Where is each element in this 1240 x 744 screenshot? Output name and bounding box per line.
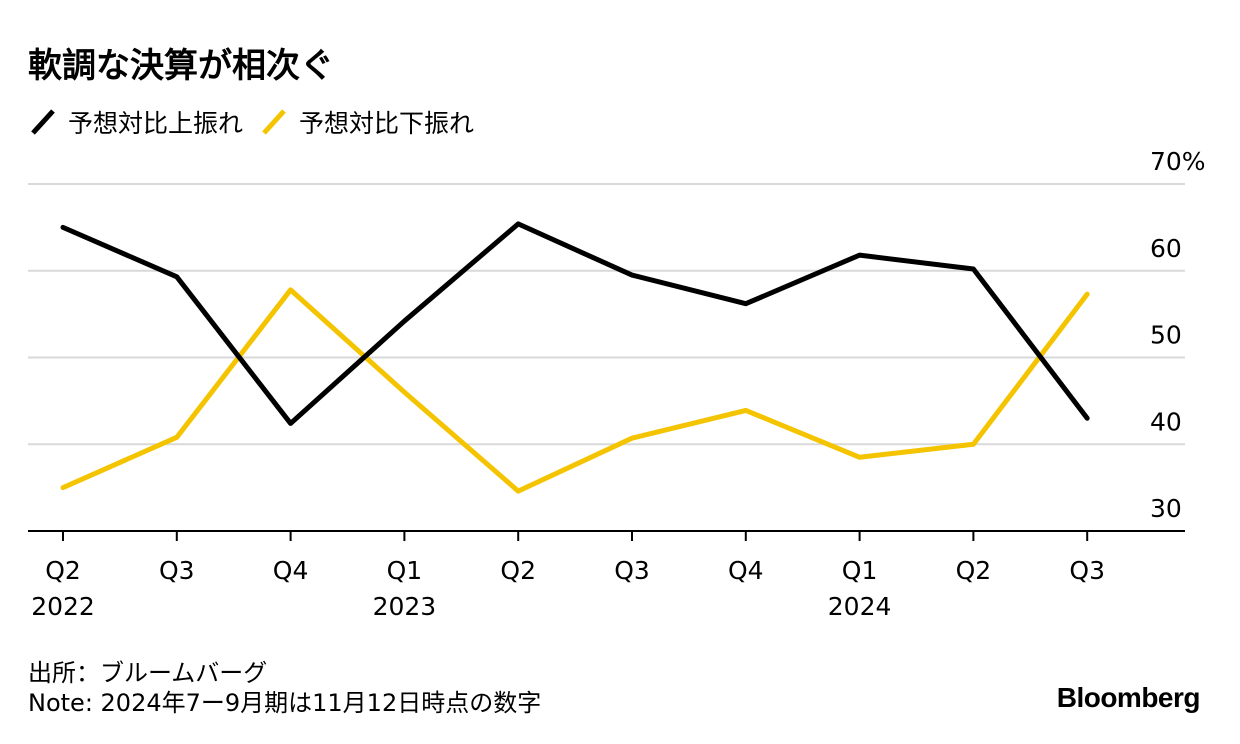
y-tick-label-40: 40 <box>1150 407 1182 436</box>
x-tick-label: Q2 <box>956 556 992 585</box>
x-tick-label: Q2 <box>500 556 536 585</box>
x-tick-label: Q1 <box>387 556 423 585</box>
x-year-label: 2023 <box>373 592 437 621</box>
legend: 予想対比上振れ 予想対比下振れ <box>28 104 490 140</box>
x-tick-label: Q3 <box>159 556 195 585</box>
legend-label-beat: 予想対比上振れ <box>68 109 244 138</box>
chart-title: 軟調な決算が相次ぐ <box>28 46 334 86</box>
x-tick-label: Q1 <box>842 556 878 585</box>
legend-swatch-miss <box>262 109 286 135</box>
series-line-beat <box>60 221 1090 426</box>
bloomberg-logo: Bloomberg <box>1056 682 1201 713</box>
y-tick-label-30: 30 <box>1150 494 1182 523</box>
x-tick-label: Q3 <box>1069 556 1105 585</box>
x-year-label: 2024 <box>828 592 892 621</box>
x-year-label: 2022 <box>31 592 95 621</box>
x-tick-label: Q4 <box>728 556 764 585</box>
y-tick-label-70: 70% <box>1150 147 1206 176</box>
x-tick-label: Q2 <box>45 556 81 585</box>
source-line: 出所：ブルームバーグ <box>28 659 268 687</box>
legend-item-beat: 予想対比上振れ <box>28 104 243 140</box>
legend-item-miss: 予想対比下振れ <box>259 104 474 140</box>
x-tick-label: Q3 <box>614 556 650 585</box>
x-tick-label: Q4 <box>273 556 309 585</box>
series-line-miss <box>60 287 1090 494</box>
y-tick-label-60: 60 <box>1150 234 1182 263</box>
legend-label-miss: 予想対比下振れ <box>299 109 475 138</box>
source-note: 出所：ブルームバーグ Note: 2024年7ー9月期は11月12日時点の数字 <box>28 658 541 718</box>
legend-swatch-beat <box>31 109 55 135</box>
note-line: Note: 2024年7ー9月期は11月12日時点の数字 <box>28 689 542 717</box>
y-tick-label-50: 50 <box>1150 321 1182 350</box>
